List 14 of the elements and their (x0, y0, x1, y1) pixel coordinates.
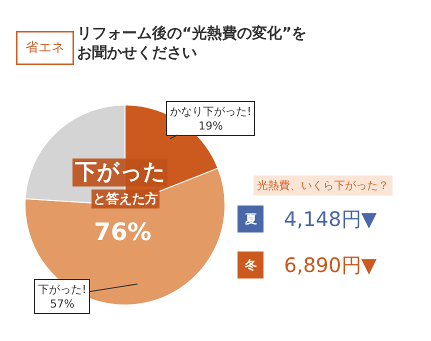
text: 76% (94, 218, 152, 246)
text: 4,148円▼ (284, 207, 378, 231)
text: と答えた方 (93, 191, 158, 207)
data-label: 57% (50, 297, 74, 310)
text: 下がった (74, 160, 166, 185)
text: 光熱費、いくら下がった？ (257, 179, 389, 192)
slice-label: 下がった! (38, 283, 86, 296)
chart-title: リフォーム後の“光熱費の変化”をお聞かせください (77, 24, 307, 62)
text: 6,890円▼ (284, 253, 378, 277)
data-label: 19% (198, 119, 223, 132)
text: 冬 (244, 258, 257, 272)
text: 省エネ (26, 40, 64, 56)
slice-label: かなり下がった! (170, 105, 252, 118)
text: 夏 (244, 212, 257, 226)
